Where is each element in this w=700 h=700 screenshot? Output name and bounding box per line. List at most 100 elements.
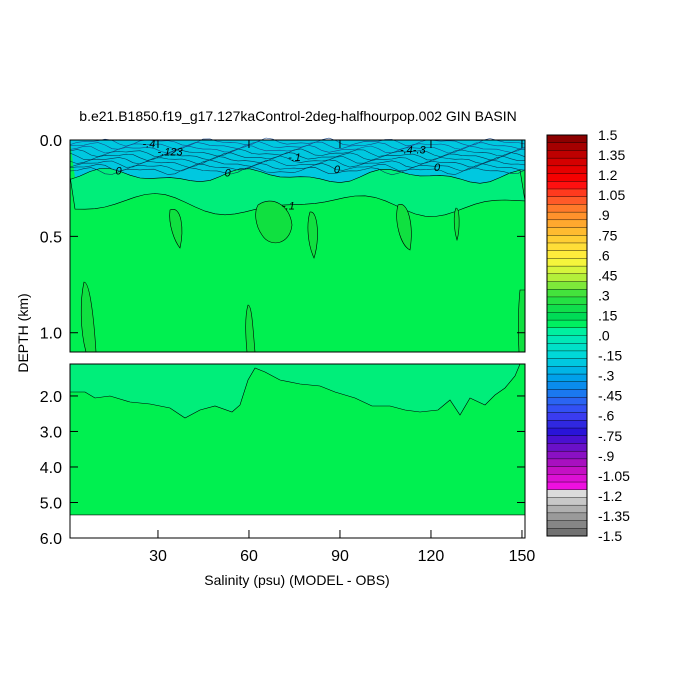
- colorbar-box: [546, 520, 588, 529]
- colorbar-box: [546, 450, 588, 460]
- colorbar-box: [546, 312, 588, 321]
- colorbar-box: [546, 481, 588, 491]
- colorbar-box: [546, 235, 588, 244]
- colorbar-box: [546, 181, 588, 190]
- colorbar-box: [546, 188, 588, 198]
- colorbar-box: [546, 273, 588, 283]
- colorbar-box: [546, 289, 588, 298]
- contour-label: 0: [434, 162, 441, 174]
- colorbar-box: [546, 343, 588, 352]
- colorbar-label: -1.35: [598, 508, 630, 524]
- colorbar-box: [546, 265, 588, 275]
- colorbar-box: [546, 335, 588, 344]
- colorbar-label: .45: [598, 267, 618, 283]
- x-axis-label: Salinity (psu) (MODEL - OBS): [204, 572, 389, 588]
- colorbar-box: [546, 366, 588, 375]
- contour-patch: [255, 200, 293, 244]
- colorbar-label: 1.2: [598, 167, 618, 183]
- colorbar-label: .9: [598, 207, 610, 223]
- colorbar-box: [546, 327, 588, 337]
- contour-label: -.1: [282, 200, 295, 212]
- lower-negative-region: [69, 363, 525, 419]
- colorbar-box: [546, 204, 588, 213]
- contour-label: -.1: [288, 152, 301, 164]
- colorbar-box: [546, 250, 588, 259]
- colorbar-box: [546, 381, 588, 390]
- colorbar-label: .0: [598, 328, 610, 344]
- colorbar-box: [546, 196, 588, 205]
- colorbar-label: 1.05: [598, 187, 625, 203]
- colorbar-box: [546, 211, 588, 221]
- x-tick-label: 60: [240, 548, 258, 565]
- x-axis: 30 60 90 120 150: [149, 140, 535, 565]
- colorbar-box: [546, 296, 588, 306]
- colorbar: 1.5 1.35 1.2 1.05 .9 .75 .6 .45 .3 .15 .0 -.15 -.3 -.…: [546, 127, 630, 544]
- colorbar-box: [546, 443, 588, 452]
- colorbar-box: [546, 466, 588, 475]
- surface-contour-line: [69, 159, 526, 168]
- colorbar-box: [546, 404, 588, 414]
- colorbar-label: -.75: [598, 428, 622, 444]
- colorbar-box: [546, 142, 588, 151]
- y-tick-label: 1.0: [40, 326, 62, 343]
- colorbar-box: [546, 497, 588, 506]
- colorbar-frame: [546, 134, 588, 537]
- contour-label: -.123: [158, 146, 184, 158]
- colorbar-box: [546, 350, 588, 360]
- x-tick-label: 90: [331, 548, 349, 565]
- contour-label: 0: [225, 168, 232, 180]
- y-tick-label: 4.0: [40, 460, 62, 477]
- colorbar-box: [546, 358, 588, 367]
- colorbar-box: [546, 219, 588, 229]
- upper-panel: -.4-.123 0 0 -.1 0 -.4-.3 0 -.1: [69, 137, 526, 353]
- colorbar-label: .6: [598, 247, 610, 263]
- colorbar-box: [546, 281, 588, 290]
- x-tick-label: 150: [509, 548, 536, 565]
- contour-label: 0: [115, 166, 122, 178]
- contour-patch: [169, 209, 183, 249]
- surface-contour-line: [69, 162, 526, 172]
- colorbar-box: [546, 489, 588, 498]
- y-tick-label: 0.5: [40, 229, 62, 246]
- colorbar-box: [546, 150, 588, 159]
- colorbar-box: [546, 165, 588, 175]
- colorbar-box: [546, 528, 588, 537]
- colorbar-label: 1.5: [598, 127, 618, 143]
- colorbar-label: .75: [598, 227, 618, 243]
- colorbar-label: -.9: [598, 448, 615, 464]
- colorbar-label: -.6: [598, 408, 615, 424]
- colorbar-box: [546, 420, 588, 429]
- colorbar-box: [546, 157, 588, 167]
- contour-label: -.4-.3: [400, 145, 427, 157]
- colorbar-box: [546, 435, 588, 444]
- colorbar-box: [546, 474, 588, 483]
- colorbar-label: .15: [598, 308, 618, 324]
- colorbar-box: [546, 512, 588, 522]
- y-axis: 0.0 0.5 1.0 2.0 3.0 4.0 5.0 6.0: [40, 133, 525, 548]
- upper-frame: [69, 139, 526, 353]
- colorbar-box: [546, 227, 588, 236]
- y-tick-label: 3.0: [40, 424, 62, 441]
- chart-title: b.e21.B1850.f19_g17.127kaControl-2deg-ha…: [79, 108, 516, 124]
- colorbar-box: [546, 396, 588, 406]
- contour-label: 0: [334, 164, 341, 176]
- colorbar-box: [546, 412, 588, 421]
- contour-patch: [518, 289, 526, 353]
- y-tick-label: 0.0: [40, 133, 62, 150]
- colorbar-label: -1.2: [598, 488, 622, 504]
- surface-contour-line: [69, 155, 525, 165]
- lower-frame: [69, 363, 526, 539]
- colorbar-box: [546, 504, 588, 514]
- surface-contour-line: [69, 148, 526, 158]
- colorbar-label: -.45: [598, 388, 622, 404]
- surface-contour-line: [69, 152, 526, 161]
- colorbar-box: [546, 134, 588, 144]
- colorbar-box: [546, 304, 588, 313]
- x-tick-label: 30: [149, 548, 167, 565]
- colorbar-label: -1.5: [598, 528, 622, 544]
- colorbar-box: [546, 373, 588, 383]
- surface-contour-line: [69, 137, 526, 147]
- colorbar-box: [546, 258, 588, 267]
- surface-contour-line: [69, 166, 526, 176]
